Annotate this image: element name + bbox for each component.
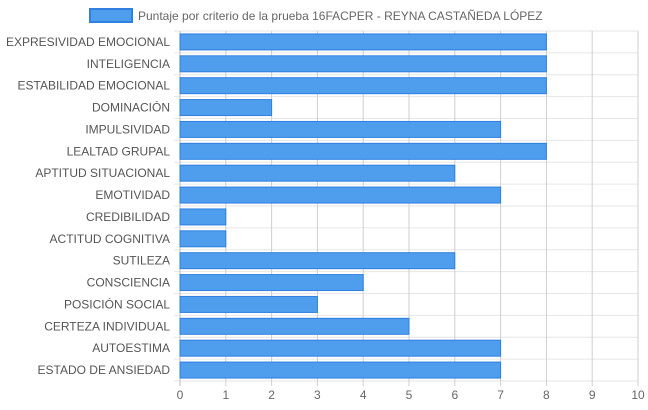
bar[interactable] [179, 186, 502, 204]
x-tick-label: 6 [451, 388, 458, 402]
category-label: IMPULSIVIDAD [85, 122, 170, 136]
x-tick-label: 1 [222, 388, 229, 402]
category-label: CONSCIENCIA [87, 276, 170, 290]
bar[interactable] [179, 230, 227, 248]
category-labels: EXPRESIVIDAD EMOCIONAL INTELIGENCIA ESTABI… [6, 35, 170, 377]
category-label: DOMINACIÓN [92, 100, 170, 115]
bar[interactable] [179, 295, 318, 313]
bar[interactable] [179, 274, 364, 292]
bar[interactable] [179, 361, 502, 379]
bar[interactable] [179, 33, 547, 51]
x-tick-label: 7 [497, 388, 504, 402]
bars [179, 33, 547, 379]
category-label: POSICIÓN SOCIAL [64, 296, 170, 311]
bar[interactable] [179, 77, 547, 95]
x-tick-label: 9 [589, 388, 596, 402]
x-tick-label: 10 [631, 388, 645, 402]
legend[interactable]: Puntaje por criterio de la prueba 16FACP… [89, 8, 543, 23]
legend-swatch[interactable] [89, 8, 133, 23]
category-label: LEALTAD GRUPAL [67, 144, 171, 158]
category-label: AUTOESTIMA [92, 341, 170, 355]
bar[interactable] [179, 142, 547, 160]
bar[interactable] [179, 208, 227, 226]
x-tick-label: 3 [314, 388, 321, 402]
category-label: ESTADO DE ANSIEDAD [38, 363, 171, 377]
x-tick-label: 4 [360, 388, 367, 402]
legend-label[interactable]: Puntaje por criterio de la prueba 16FACP… [138, 8, 543, 23]
category-label: ACTITUD COGNITIVA [50, 232, 170, 246]
bar[interactable] [179, 164, 456, 182]
bar[interactable] [179, 55, 547, 73]
bar[interactable] [179, 317, 410, 335]
category-label: INTELIGENCIA [87, 57, 170, 71]
category-label: APTITUD SITUACIONAL [35, 166, 170, 180]
x-tick-label: 0 [177, 388, 184, 402]
bar[interactable] [179, 252, 456, 270]
category-label: EMOTIVIDAD [95, 188, 170, 202]
x-tick-label: 8 [543, 388, 550, 402]
bar[interactable] [179, 99, 273, 117]
category-label: SUTILEZA [113, 254, 170, 268]
x-tick-label: 2 [268, 388, 275, 402]
x-tick-labels: 0 1 2 3 4 5 6 7 8 9 10 [177, 388, 645, 402]
bar[interactable] [179, 339, 502, 357]
category-label: ESTABILIDAD EMOCIONAL [18, 79, 171, 93]
bar[interactable] [179, 120, 502, 138]
category-label: EXPRESIVIDAD EMOCIONAL [6, 35, 170, 49]
category-label: CREDIBILIDAD [86, 210, 170, 224]
category-label: CERTEZA INDIVIDUAL [44, 319, 170, 333]
x-tick-label: 5 [406, 388, 413, 402]
